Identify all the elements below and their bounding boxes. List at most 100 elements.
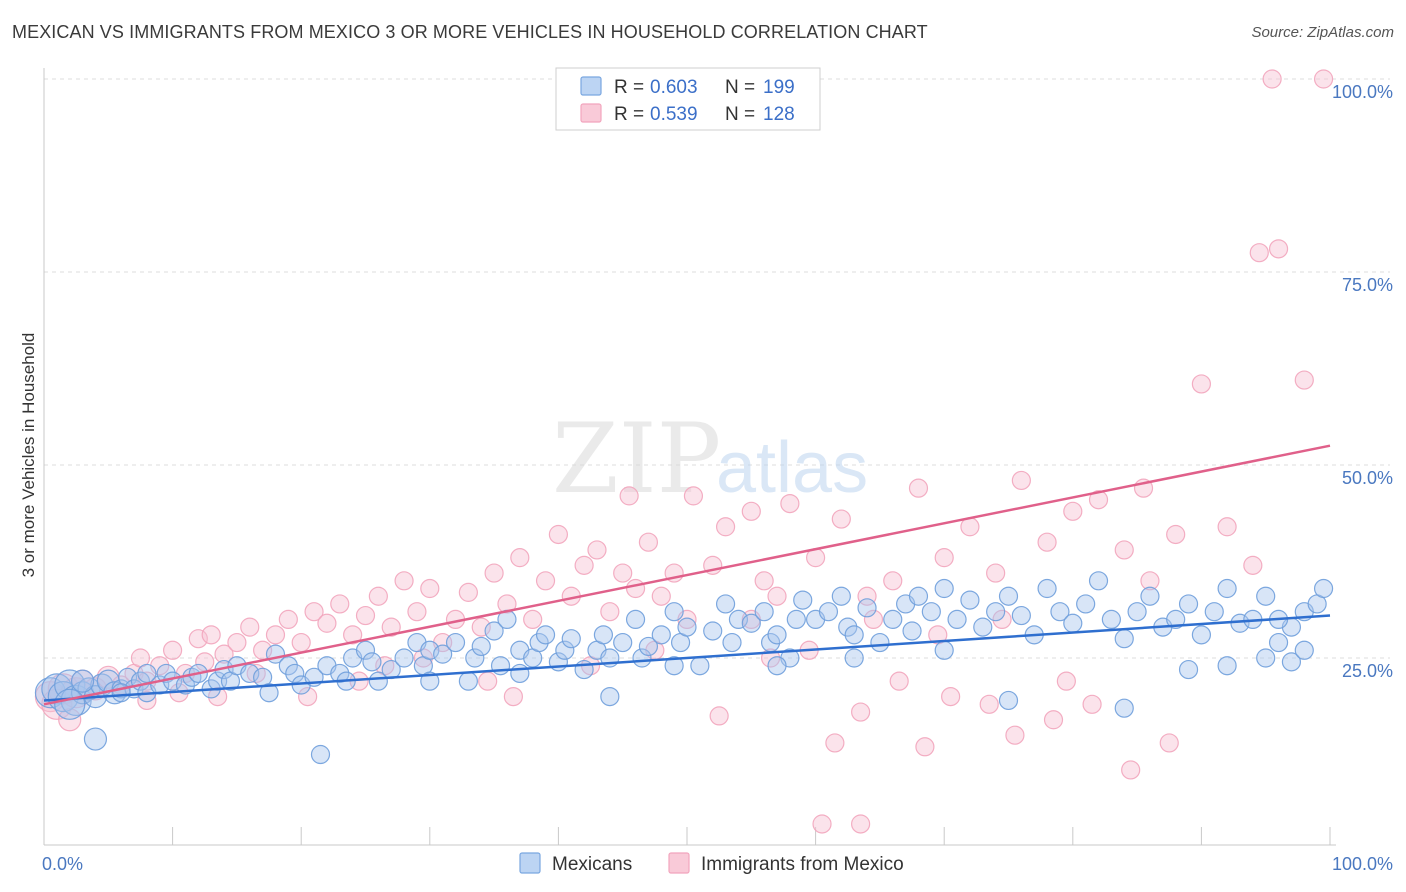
mexicans-point [1178,659,1199,680]
immigrants-point [188,629,208,649]
immigrants-point [889,671,909,691]
immigrants-point [304,602,324,622]
mexicans-point [70,669,95,693]
mexicans-point [285,663,305,684]
mexicans-point [883,609,903,630]
immigrants-point [754,571,774,591]
mexicans-trend-line [43,614,1331,702]
immigrants-point [137,690,157,711]
mexicans-point [728,609,749,630]
immigrants-point [163,640,183,660]
mexicans-point [330,663,350,684]
immigrants-point [343,625,363,645]
mexicans-point [600,686,620,707]
immigrants-point [851,702,871,722]
mexicans-point [1178,594,1199,614]
immigrants-point [471,617,491,637]
mexicans-point [625,609,646,630]
y-tick-label: 50.0% [1342,468,1393,488]
immigrants-point [587,540,607,560]
immigrants-point [600,602,620,622]
immigrants-point [381,617,401,637]
mexicans-point [1088,571,1109,591]
mexicans-point [1037,578,1057,599]
mexicans-point [420,671,440,691]
immigrants-point [201,625,221,645]
mexicans-point [310,744,331,765]
immigrants-point [1268,239,1289,259]
mexicans-point [593,625,614,645]
mexicans-point [973,617,993,637]
immigrants-point [265,625,286,645]
mexicans-point [535,625,556,645]
mexicans-point [986,602,1006,622]
immigrants-point [1056,671,1076,691]
mexicans-point [715,594,736,614]
immigrants-point [278,609,298,630]
immigrants-point [1313,69,1334,89]
immigrants-point [548,524,569,545]
mexicans-point [362,652,382,672]
chart-title: MEXICAN VS IMMIGRANTS FROM MEXICO 3 OR M… [12,22,928,42]
mexicans-point [1140,586,1160,606]
mexicans-point [786,609,806,630]
immigrants-point [1037,532,1057,552]
legend-r-value-2: 0.539 [650,104,698,125]
mexicans-point [1114,629,1134,649]
mexicans-point [1204,602,1224,622]
mexicans-point [433,644,453,664]
immigrants-point [638,532,659,552]
immigrants-point [825,733,845,753]
immigrants-point [1249,243,1269,263]
mexicans-point [818,602,839,622]
immigrants-point [1114,540,1134,560]
immigrants-point [1217,517,1237,537]
immigrants-point [503,686,523,707]
immigrants-point [1043,710,1064,730]
mexicans-point [561,629,581,649]
immigrants-point [1159,733,1179,753]
mexicans-point [1313,578,1334,599]
mexicans-point [838,617,858,637]
mexicans-point [458,671,478,691]
mexicans-point [1127,602,1147,622]
immigrants-point [1063,501,1083,521]
mexicans-point [998,690,1019,711]
immigrants-point [291,632,311,653]
mexicans-point [934,640,954,660]
mexicans-point [240,663,260,684]
mexicans-point [934,578,954,599]
immigrants-point [535,571,556,591]
immigrants-point [619,486,639,506]
mexicans-point [83,727,108,751]
immigrants-point [407,602,427,622]
immigrants-point [715,517,736,537]
y-axis-label: 3 or more Vehicles in Household [19,333,38,578]
legend-swatch-pink [580,103,602,123]
mexicans-point [722,632,742,653]
immigrants-point [240,617,260,637]
mexicans-point [947,609,967,630]
mexicans-point [638,636,659,657]
mexicans-point [510,663,530,684]
immigrants-point [613,563,633,583]
immigrants-point [330,594,350,614]
immigrants-trend-line [43,444,1331,706]
mexicans-point [490,656,511,676]
mexicans-point [355,640,376,660]
immigrants-point [857,586,877,606]
immigrants-point [510,548,530,568]
immigrants-point [683,486,704,506]
mexicans-point [793,590,813,610]
immigrants-point [1166,524,1186,545]
immigrants-point [298,686,318,707]
immigrants-point [368,586,388,606]
immigrants-point [625,578,646,599]
mexicans-point [278,656,298,676]
mexicans-point [1217,578,1237,599]
immigrants-point [1262,69,1282,89]
immigrants-point [1088,490,1109,510]
immigrants-point [1243,555,1263,575]
immigrants-point [883,571,903,591]
immigrants-point [908,478,929,498]
